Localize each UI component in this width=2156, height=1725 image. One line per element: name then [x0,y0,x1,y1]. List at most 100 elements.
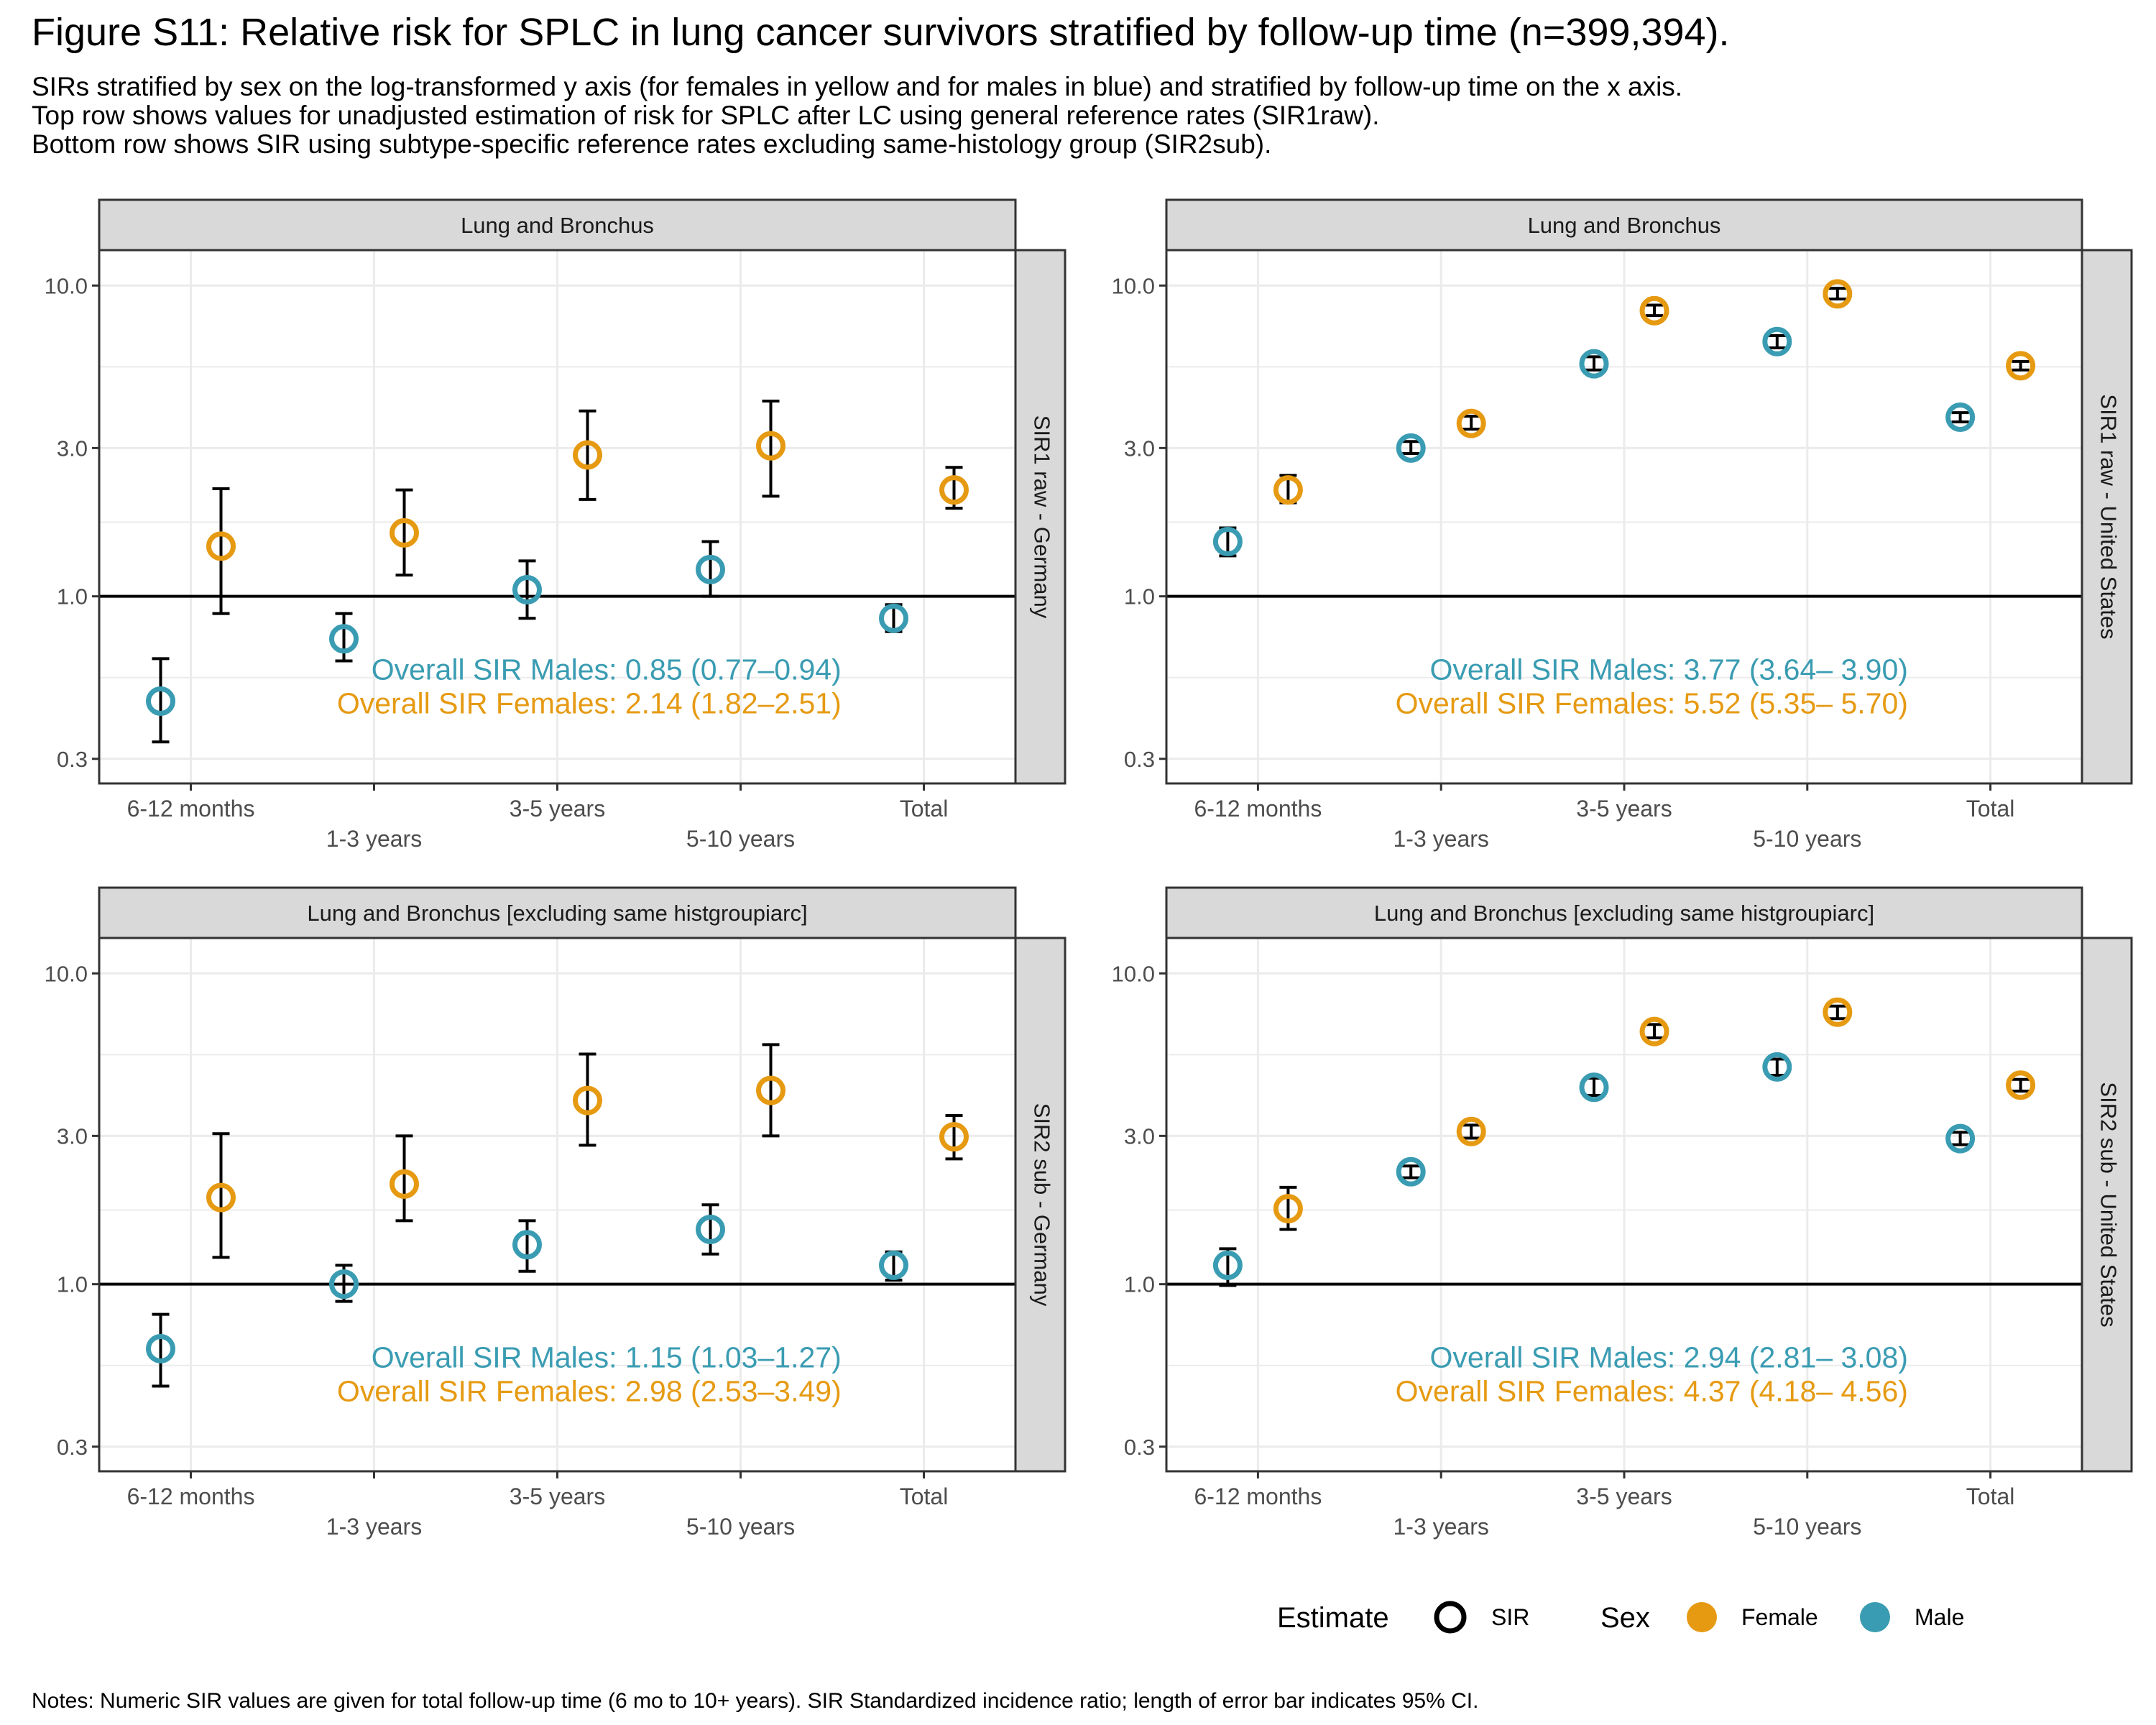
female-point-group [573,1052,602,1147]
female-sir-point [390,1169,419,1199]
male-point-group [879,603,908,633]
female-sir-point [1639,295,1669,326]
y-tick-label: 10.0 [45,961,88,986]
x-tick-label: 6-12 months [1194,1484,1322,1509]
facet-strip-right [2081,937,2133,1473]
subtitle-line-2: Top row shows values for unadjusted esti… [32,101,1380,130]
legend-title-estimate: Estimate [1277,1602,1389,1634]
male-sir-point [329,624,359,654]
x-tick-label: 5-10 years [686,826,795,852]
male-point-group [329,612,359,663]
figure-title: Figure S11: Relative risk for SPLC in lu… [32,11,1730,54]
male-point-group [1396,1156,1426,1187]
male-sir-point [696,554,725,584]
y-tick-label: 0.3 [1124,747,1155,772]
facet-strip-top-label: Lung and Bronchus [461,213,654,238]
annotation-overall-females: Overall SIR Females: 2.98 (2.53–3.49) [337,1374,842,1407]
subtitle-line-3: Bottom row shows SIR using subtype-speci… [32,129,1272,159]
female-point-group [1456,1116,1486,1146]
facet-strip-right-label: SIR2 sub - United States [2096,1082,2121,1327]
x-tick-label: 6-12 months [127,796,255,822]
x-tick-label: 1-3 years [326,1514,422,1540]
male-point-group [1762,1052,1792,1082]
facet-strip-top-label: Lung and Bronchus [excluding same histgr… [307,901,807,926]
male-sir-point [1579,1072,1609,1103]
y-tick-label: 10.0 [45,273,88,298]
male-point-group [879,1250,908,1282]
y-tick-label: 10.0 [1112,961,1155,986]
female-sir-point [939,475,969,505]
female-sir-point [939,1122,969,1152]
x-tick-label: 1-3 years [1393,1514,1489,1540]
male-sir-point [879,1250,908,1280]
male-point-group [1945,1123,1976,1154]
male-sir-point [696,1215,725,1245]
x-tick-label: Total [900,1484,949,1509]
male-sir-point [879,603,908,633]
x-tick-label: 1-3 years [1393,826,1489,852]
facet-strip-right [1014,937,1067,1473]
x-tick-label: 3-5 years [510,796,605,822]
facet-strip-top [98,198,1017,252]
subtitle-line-1: SIRs stratified by sex on the log-transf… [32,72,1683,101]
y-tick-label: 10.0 [1112,273,1155,298]
male-sir-point [1945,1123,1976,1154]
x-tick-label: 3-5 years [1576,796,1672,822]
y-tick-label: 1.0 [1124,1272,1155,1297]
female-sir-point [1639,1016,1669,1046]
female-point-group [1639,1016,1669,1046]
y-tick-label: 0.3 [1124,1435,1155,1460]
female-point-group [1823,279,1853,309]
x-tick-label: 3-5 years [510,1484,605,1509]
female-sir-point [1823,997,1853,1027]
facet-strip-right [1014,249,1067,785]
male-point-group [146,657,175,744]
female-sir-point [206,531,236,561]
female-sir-point [756,431,786,461]
x-tick-label: 6-12 months [1194,796,1322,822]
facet-strip-top [1165,886,2083,939]
female-point-group [1823,997,1853,1027]
male-sir-point [1212,1250,1243,1280]
legend-key-sir [1434,1601,1467,1634]
male-point-group [512,1219,542,1273]
annotation-overall-females: Overall SIR Females: 5.52 (5.35– 5.70) [1396,686,1908,719]
legend: Estimate SIR Sex Female Male [1277,1601,1964,1634]
male-point-group [1212,526,1243,558]
male-point-group [1579,349,1609,379]
x-tick-label: 5-10 years [686,1514,795,1540]
female-sir-point [2006,351,2036,381]
female-point-group [939,1113,969,1161]
y-tick-label: 3.0 [57,436,88,461]
annotation-overall-males: Overall SIR Males: 3.77 (3.64– 3.90) [1430,653,1908,686]
female-sir-point [390,518,419,548]
x-tick-label: 1-3 years [326,826,422,852]
legend-key-female [1687,1602,1717,1632]
male-sir-point [1579,349,1609,379]
legend-key-male [1860,1602,1890,1632]
female-point-group [939,466,969,510]
male-point-group [329,1264,359,1303]
male-point-group [1396,433,1426,463]
male-point-group [696,1203,725,1256]
x-tick-label: Total [1966,1484,2015,1509]
facet-strip-right [2081,249,2133,785]
female-point-group [756,1043,786,1138]
male-sir-point [1396,433,1426,463]
facet-strip-right-label: SIR1 raw - Germany [1029,415,1054,619]
panel-bottom-left: 0.3 1.0 3.0 10.0 6-12 months 1-3 years 3-5 yea… [45,886,1067,1540]
annotation-overall-males: Overall SIR Males: 0.85 (0.77–0.94) [372,653,842,686]
female-point-group [206,1132,236,1259]
male-point-group [1579,1072,1609,1103]
male-point-group [1945,402,1976,432]
y-tick-label: 3.0 [1124,436,1155,461]
y-tick-label: 1.0 [1124,584,1155,610]
female-sir-point [1456,1116,1486,1146]
male-sir-point [146,1333,175,1363]
female-sir-point [756,1075,786,1105]
y-tick-label: 3.0 [1124,1123,1155,1149]
annotation-overall-females: Overall SIR Females: 4.37 (4.18– 4.56) [1396,1374,1908,1407]
annotation-overall-males: Overall SIR Males: 2.94 (2.81– 3.08) [1430,1340,1908,1374]
female-sir-point [2006,1070,2036,1100]
